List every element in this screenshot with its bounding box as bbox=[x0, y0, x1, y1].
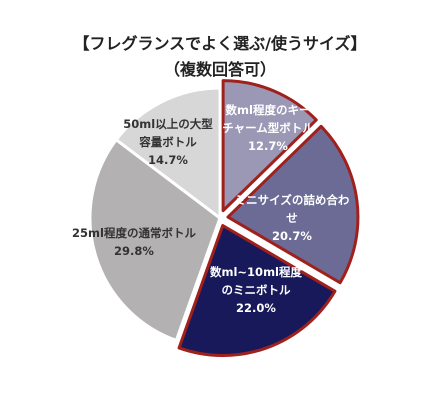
slice-category-label-0: 数ml程度のキー bbox=[226, 103, 311, 117]
slice-category-label-2: のミニボトル bbox=[222, 283, 291, 297]
slice-value-label-1: 20.7% bbox=[272, 229, 312, 243]
slice-category-label-4: 容量ボトル bbox=[138, 135, 197, 149]
pie-slice-1 bbox=[226, 124, 360, 285]
slice-category-label-1: せ bbox=[286, 211, 298, 225]
slice-category-label-2: 数ml~10ml程度 bbox=[210, 265, 302, 279]
slice-category-label-0: チャーム型ボトル bbox=[222, 121, 314, 135]
slice-category-label-1: ミニサイズの詰め合わ bbox=[235, 193, 350, 207]
slice-category-label-3: 25ml程度の通常ボトル bbox=[72, 226, 196, 240]
pie-slice-0 bbox=[221, 79, 318, 213]
pie-slice-2 bbox=[177, 224, 337, 357]
pie-slice-3 bbox=[88, 138, 222, 342]
slice-value-label-0: 12.7% bbox=[248, 139, 288, 153]
slice-value-label-4: 14.7% bbox=[148, 153, 188, 167]
chart-title: 【フレグランスでよく選ぶ/使うサイズ】 bbox=[73, 34, 367, 53]
chart-subtitle: （複数回答可） bbox=[163, 60, 276, 79]
slice-value-label-3: 29.8% bbox=[114, 244, 154, 258]
slice-value-label-2: 22.0% bbox=[236, 301, 276, 315]
slice-category-label-4: 50ml以上の大型 bbox=[123, 117, 213, 131]
pie-slice-4 bbox=[114, 86, 222, 220]
